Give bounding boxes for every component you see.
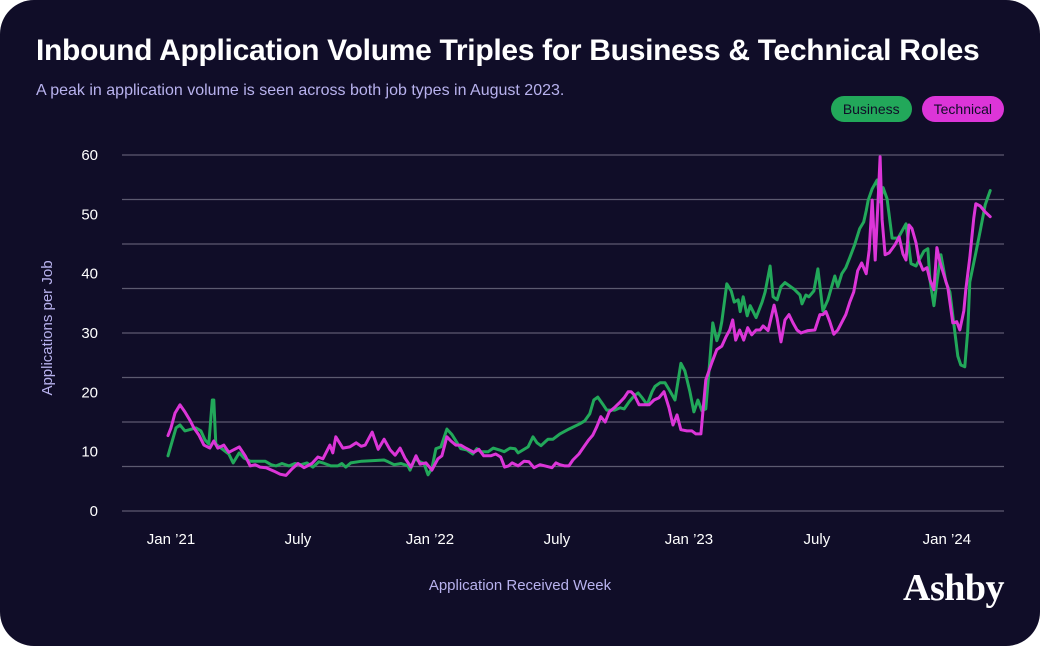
- series-line-business: [166, 178, 992, 477]
- chart-title: Inbound Application Volume Triples for B…: [36, 34, 980, 67]
- y-tick-label: 60: [81, 147, 98, 164]
- x-axis-ticks: Jan ’21 July Jan ’22 July Jan ’23 July Jan ’24: [147, 531, 971, 548]
- x-tick-label: July: [285, 531, 312, 548]
- x-axis-title: Application Received Week: [429, 577, 612, 594]
- x-tick-label: Jan ’24: [923, 531, 971, 548]
- x-tick-label: July: [804, 531, 831, 548]
- y-tick-label: 30: [81, 325, 98, 342]
- y-tick-label: 40: [81, 266, 98, 283]
- y-axis-title: Applications per Job: [39, 260, 56, 395]
- y-tick-label: 20: [81, 384, 98, 401]
- legend: Business Technical: [830, 96, 1004, 122]
- series-line-technical: [166, 155, 992, 477]
- legend-item-technical[interactable]: Technical: [921, 96, 1004, 122]
- y-tick-label: 0: [90, 503, 98, 520]
- x-tick-label: Jan ’21: [147, 531, 195, 548]
- x-tick-label: Jan ’22: [406, 531, 454, 548]
- legend-item-business[interactable]: Business: [830, 96, 912, 122]
- ashby-logo: Ashby: [903, 567, 1005, 609]
- series-lines: [166, 155, 992, 477]
- chart-subtitle: A peak in application volume is seen acr…: [36, 82, 565, 99]
- y-tick-label: 10: [81, 444, 98, 461]
- y-tick-label: 50: [81, 206, 98, 223]
- x-tick-label: July: [544, 531, 571, 548]
- y-axis-ticks: 0 10 20 30 40 50 60: [81, 147, 98, 520]
- x-tick-label: Jan ’23: [665, 531, 713, 548]
